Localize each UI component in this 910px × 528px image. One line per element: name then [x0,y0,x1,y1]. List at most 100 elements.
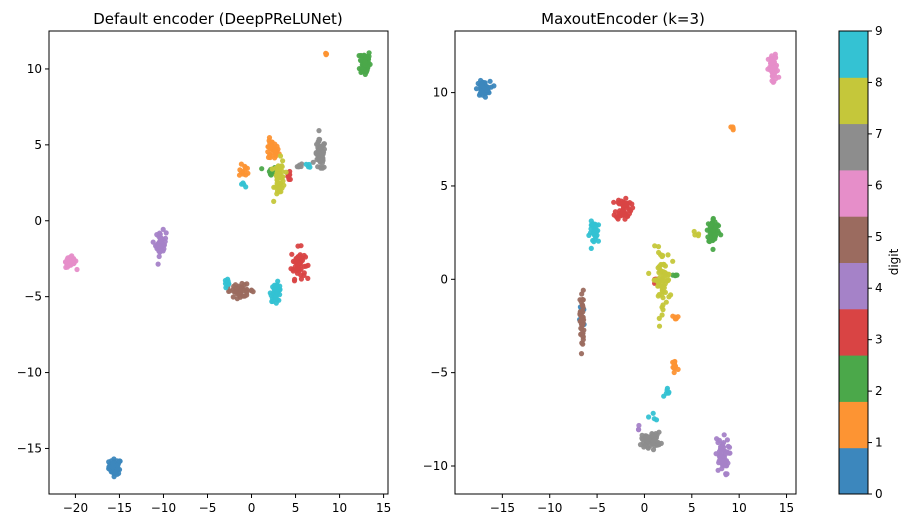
data-point-digit-0 [479,81,485,87]
data-point-digit-4 [150,239,156,245]
data-point-digit-4 [161,242,167,248]
colorbar-segment-6 [839,169,868,217]
colorbar-tick-label: 5 [875,230,883,244]
data-point-digit-4 [721,440,727,446]
data-point-digit-2 [259,166,265,172]
x-tick-label: 5 [292,501,300,515]
data-point-digit-7 [639,435,645,441]
data-point-digit-4 [635,426,642,433]
data-point-digit-8 [281,182,287,188]
data-point-digit-9 [224,279,230,285]
data-point-digit-1 [323,51,330,57]
data-point-digit-4 [636,422,642,429]
data-point-digit-8 [655,265,661,271]
data-point-digit-1 [266,138,272,144]
plot-frame-maxout [454,30,797,495]
x-tick-label: 10 [732,501,747,515]
data-point-digit-4 [724,437,731,443]
y-axis-maxout: −10 −5 0 5 10 [423,86,455,473]
data-point-digit-8 [656,315,662,321]
data-point-digit-1 [274,143,280,149]
data-point-digit-1 [267,145,273,152]
data-point-digit-8 [280,178,286,184]
data-point-digit-1 [267,154,273,161]
data-point-digit-4 [160,226,166,232]
data-point-digit-1 [236,172,243,178]
x-tick-label: −20 [63,501,88,515]
data-point-digit-9 [273,300,279,306]
data-point-digit-3 [620,199,626,205]
data-point-digit-6 [773,76,779,82]
colorbar-segments [839,31,868,495]
data-point-digit-2 [707,238,713,245]
data-point-digit-3 [301,272,307,278]
data-point-digit-4 [715,467,721,473]
data-point-digit-7 [296,162,303,168]
data-point-digit-8 [280,158,286,164]
data-point-digit-5 [234,296,240,302]
x-tick-label: −5 [199,501,217,515]
data-point-digit-7 [643,435,649,441]
data-point-digit-8 [656,323,663,329]
data-point-digit-3 [301,252,307,259]
data-point-digit-1 [243,172,249,178]
colorbar-tick-label: 8 [875,75,883,89]
data-point-digit-5 [577,297,583,303]
data-point-digit-5 [238,287,244,293]
colorbar-segment-7 [839,123,868,171]
data-point-digit-5 [230,294,236,300]
data-point-digit-3 [305,275,311,281]
data-point-digit-2 [673,272,679,278]
data-point-digit-0 [484,87,490,93]
x-tick-label: 15 [376,501,391,515]
data-point-digit-4 [724,471,730,477]
data-point-digit-5 [226,288,232,294]
data-point-digit-3 [624,201,630,207]
plot-maxout-encoder: MaxoutEncoder (k=3) −15 −10 −5 0 5 10 15 −10 −5… [423,10,797,515]
data-point-digit-3 [291,278,298,284]
data-point-digit-5 [578,351,585,357]
data-point-digit-9 [303,161,309,167]
chart-title-maxout: MaxoutEncoder (k=3) [541,10,705,28]
colorbar-tick-label: 4 [875,281,883,295]
y-tick-label: −15 [17,441,42,455]
data-point-digit-1 [673,316,679,322]
data-point-digit-9 [664,385,671,391]
y-tick-label: −5 [24,290,42,304]
data-point-digit-2 [711,232,718,238]
y-tick-label: 0 [34,214,42,228]
data-point-digit-9 [589,221,596,227]
data-point-digit-5 [241,293,247,299]
x-tick-label: −15 [107,501,132,515]
data-point-digit-7 [653,431,659,437]
data-point-digit-8 [273,165,279,171]
colorbar-tick-label: 2 [875,384,883,398]
data-point-digit-2 [710,215,716,222]
data-point-digit-8 [665,252,671,258]
data-point-digit-8 [277,153,284,159]
data-point-digit-5 [250,289,256,295]
data-point-digit-9 [270,284,276,290]
data-point-digit-4 [156,253,162,260]
data-point-digit-8 [691,228,697,235]
data-point-digit-4 [158,248,164,254]
colorbar-ticks: 0 1 2 3 4 5 6 7 8 9 [868,24,883,501]
colorbar-label: digit [887,248,901,275]
data-point-digit-9 [274,282,280,288]
colorbar-segment-5 [839,216,868,263]
data-point-digit-7 [319,160,325,166]
data-point-digit-0 [487,78,493,84]
data-point-digit-2 [713,224,719,230]
data-point-digit-9 [650,410,656,416]
colorbar-segment-3 [839,308,868,356]
data-point-digit-8 [670,258,676,264]
data-point-digit-5 [241,282,247,288]
data-point-digit-0 [112,469,118,475]
plot-default-encoder: Default encoder (DeepPReLUNet) −20 −15 −10… [17,10,392,515]
data-point-digit-8 [661,285,667,291]
data-point-digit-2 [359,69,365,75]
data-point-digit-2 [362,59,368,65]
colorbar-segment-4 [839,262,868,310]
data-point-digit-3 [295,260,301,266]
